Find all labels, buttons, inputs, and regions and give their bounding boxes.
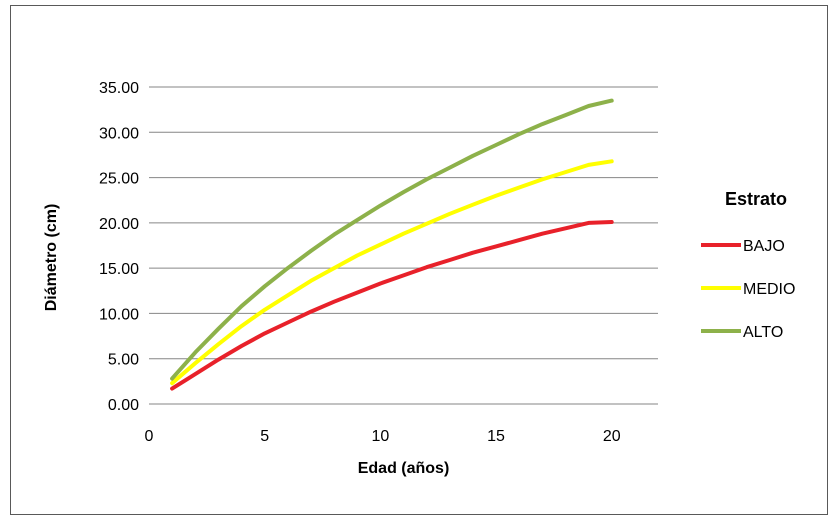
x-tick-label: 5 <box>260 428 269 445</box>
y-tick-label: 0.00 <box>108 397 139 414</box>
x-tick-label: 20 <box>603 428 621 445</box>
x-axis-title: Edad (años) <box>358 460 450 477</box>
chart-frame: 0.00 5.00 10.00 15.00 20.00 25.00 30.00 35.00 0… <box>10 5 828 515</box>
y-tick-label: 25.00 <box>99 171 139 188</box>
diameter-age-chart: 0.00 5.00 10.00 15.00 20.00 25.00 30.00 35.00 0… <box>43 80 795 477</box>
x-tick-label: 0 <box>145 428 154 445</box>
series-lines <box>170 98 614 391</box>
y-axis-title: Diámetro (cm) <box>43 204 60 312</box>
x-tick-labels: 0 5 10 15 20 <box>145 428 621 445</box>
x-tick-label: 15 <box>487 428 505 445</box>
y-tick-label: 15.00 <box>99 261 139 278</box>
y-tick-label: 35.00 <box>99 80 139 97</box>
legend-label-alto: ALTO <box>743 324 783 341</box>
y-tick-labels: 0.00 5.00 10.00 15.00 20.00 25.00 30.00 35.00 <box>99 80 139 414</box>
legend-label-medio: MEDIO <box>743 281 795 298</box>
series-line-medio <box>170 159 614 386</box>
legend-title: Estrato <box>725 189 787 209</box>
y-tick-label: 30.00 <box>99 125 139 142</box>
y-tick-label: 20.00 <box>99 216 139 233</box>
legend-label-bajo: BAJO <box>743 238 785 255</box>
y-tick-label: 10.00 <box>99 306 139 323</box>
x-tick-label: 10 <box>371 428 389 445</box>
y-tick-label: 5.00 <box>108 352 139 369</box>
legend: Estrato BAJO MEDIO ALTO <box>701 189 795 341</box>
series-line-bajo <box>170 220 614 391</box>
series-line-alto <box>170 98 614 381</box>
